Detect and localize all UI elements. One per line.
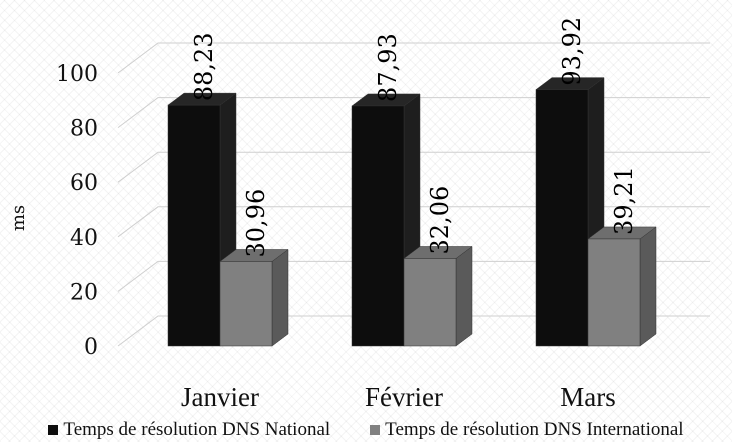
gridline	[117, 260, 710, 292]
legend-swatch-national	[48, 425, 59, 435]
y-tick-label: 0	[84, 335, 98, 360]
bar-chart: 0 20 40 60 80 100 ms 88,23 30,96 87,93 32,06 93,9…	[8, 17, 710, 412]
data-label-1-1: 32,06	[426, 186, 454, 255]
legend-swatch-international	[370, 425, 381, 435]
y-axis-ticks: 0 20 40 60 80 100	[56, 62, 98, 360]
legend-label-international: Temps de résolution DNS International	[385, 419, 684, 440]
gridline	[117, 151, 710, 183]
data-label-0-2: 93,92	[558, 17, 586, 86]
bar-side-1-1	[455, 245, 473, 347]
legend-item-national: Temps de résolution DNS National	[48, 418, 330, 442]
category-label: Mars	[560, 382, 616, 412]
bar-0-0	[167, 104, 221, 347]
category-labels: Janvier Février Mars	[181, 382, 616, 412]
category-label: Janvier	[181, 382, 259, 412]
bar-1-0	[219, 261, 273, 347]
bar-0-2	[535, 89, 589, 347]
y-axis-label: ms	[8, 205, 29, 231]
gridline	[117, 97, 710, 128]
data-label-1-2: 39,21	[610, 166, 638, 235]
data-label-0-1: 87,93	[374, 33, 402, 102]
gridline	[117, 42, 710, 74]
bar-side-1-0	[271, 248, 289, 347]
y-tick-label: 40	[70, 226, 98, 251]
gridline	[117, 315, 710, 347]
data-label-0-0: 88,23	[190, 32, 218, 101]
y-tick-label: 60	[70, 171, 98, 196]
y-tick-label: 100	[56, 62, 98, 87]
bar-1-2	[587, 238, 641, 347]
gridline	[117, 206, 710, 238]
y-tick-label: 80	[70, 117, 98, 142]
data-label-1-0: 30,96	[242, 189, 270, 258]
category-label: Février	[365, 382, 443, 412]
bar-side-1-2	[639, 226, 657, 347]
y-tick-label: 20	[70, 280, 98, 305]
gridlines	[117, 42, 710, 347]
legend-item-international: Temps de résolution DNS International	[370, 418, 684, 442]
legend: Temps de résolution DNS National Temps d…	[0, 418, 732, 442]
legend-label-national: Temps de résolution DNS National	[63, 419, 331, 440]
bar-1-1	[403, 258, 457, 347]
bar-0-1	[351, 105, 405, 347]
bars: 88,23 30,96 87,93 32,06 93,92 39,21	[167, 17, 657, 347]
